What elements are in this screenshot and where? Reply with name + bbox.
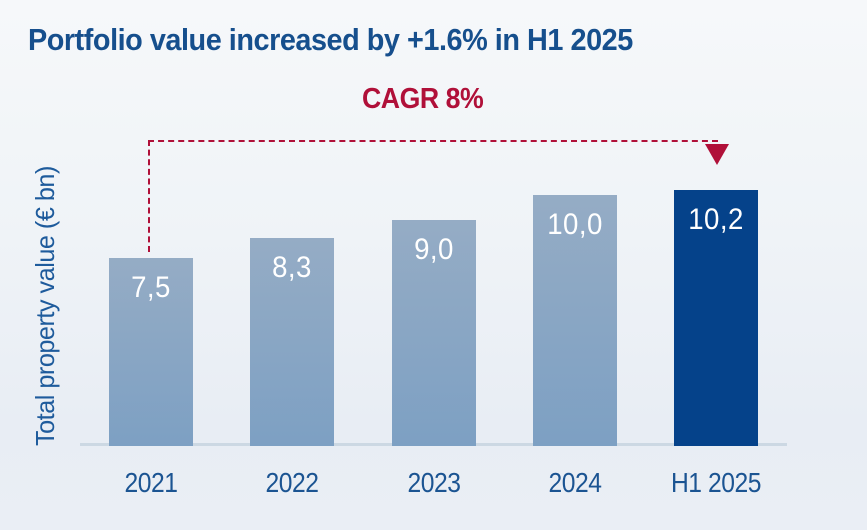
cagr-arrow-vertical-segment — [148, 140, 150, 252]
cagr-annotation-label: CAGR 8% — [362, 83, 484, 115]
x-tick-label-2024: 2024 — [548, 467, 602, 498]
bar-value-label-h1-2025: 10,2 — [688, 203, 744, 236]
bar-2024: 10,0 — [533, 195, 617, 446]
bar-h1-2025: 10,2 — [674, 190, 758, 446]
x-tick-label-2022: 2022 — [265, 467, 319, 498]
cagr-arrowhead-icon — [705, 144, 729, 165]
bar-value-label-2021: 7,5 — [131, 271, 171, 304]
x-tick-label-h1-2025: H1 2025 — [670, 467, 762, 498]
bar-2021: 7,5 — [109, 258, 193, 446]
bar-value-label-2024: 10,0 — [547, 208, 603, 241]
bar-2022: 8,3 — [250, 238, 334, 446]
x-tick-label-2023: 2023 — [407, 467, 461, 498]
bar-value-label-2022: 8,3 — [272, 251, 312, 284]
bar-value-label-2023: 9,0 — [414, 233, 454, 266]
bar-2023: 9,0 — [392, 220, 476, 446]
x-tick-label-2021: 2021 — [124, 467, 178, 498]
cagr-arrow-horizontal-segment — [148, 140, 718, 142]
y-axis-label: Total property value (€ bn) — [30, 166, 60, 446]
chart-title: Portfolio value increased by +1.6% in H1… — [28, 22, 633, 57]
